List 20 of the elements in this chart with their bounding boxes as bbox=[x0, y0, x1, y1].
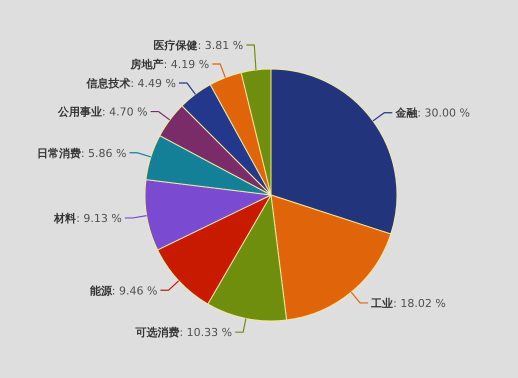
data-label: : 30.00 % bbox=[417, 106, 470, 120]
slice-label: 公用事业 bbox=[56, 106, 102, 119]
data-label: : 4.70 % bbox=[102, 106, 148, 119]
slice-label: 能源 bbox=[90, 284, 113, 298]
slice-label: 金融 bbox=[394, 106, 418, 120]
slice-label: 信息技术 bbox=[85, 77, 130, 90]
data-label: : 10.33 % bbox=[179, 326, 232, 340]
slice-label: 材料 bbox=[53, 212, 76, 225]
slice-label: 医疗保健 bbox=[154, 39, 198, 52]
slice-label: 可选消费 bbox=[134, 326, 180, 340]
slice-label: 房地产 bbox=[130, 58, 164, 72]
data-label: : 5.86 % bbox=[80, 146, 127, 160]
data-label: : 9.46 % bbox=[112, 284, 158, 298]
data-label: : 3.81 % bbox=[198, 39, 244, 52]
slice-label: 日常消费 bbox=[36, 146, 81, 160]
data-label: : 4.19 % bbox=[164, 58, 210, 72]
data-label: : 9.13 % bbox=[76, 212, 122, 225]
slice-label: 工业 bbox=[370, 296, 394, 310]
data-label: : 4.49 % bbox=[130, 77, 176, 90]
data-label: : 18.02 % bbox=[393, 296, 446, 310]
